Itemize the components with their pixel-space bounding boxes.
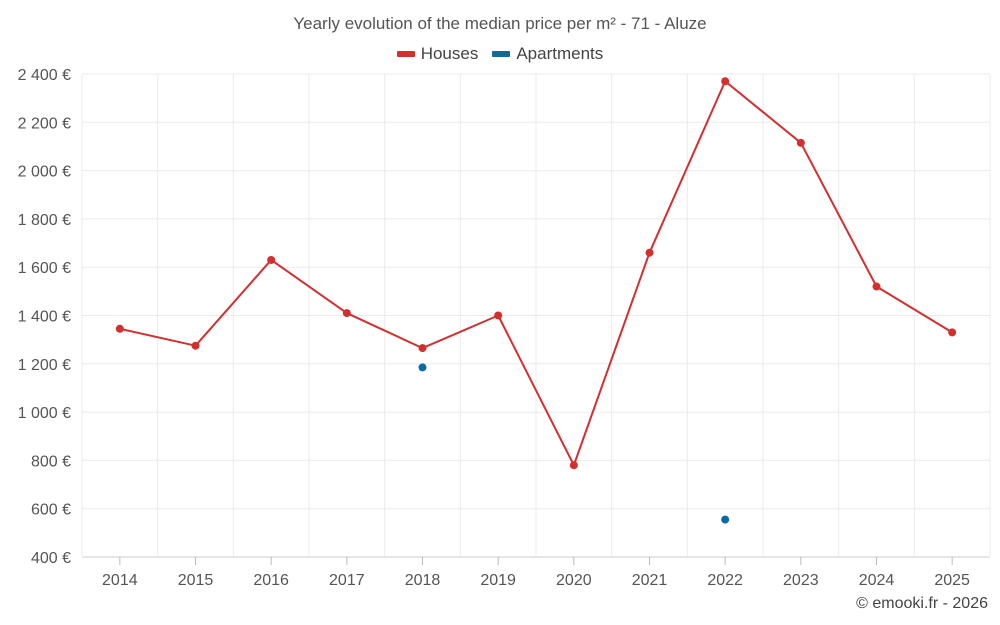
- x-tick-label: 2018: [405, 572, 441, 589]
- y-tick-label: 400 €: [31, 550, 71, 567]
- data-point-houses: [418, 344, 427, 353]
- legend-item-apartments[interactable]: Apartments: [492, 44, 603, 64]
- credit-text: © emooki.fr - 2026: [856, 595, 988, 612]
- y-tick-label: 800 €: [31, 453, 71, 470]
- y-tick-label: 1 400 €: [18, 309, 71, 326]
- y-tick-label: 2 000 €: [18, 164, 71, 181]
- data-point-houses: [569, 461, 578, 470]
- x-tick-label: 2015: [178, 572, 214, 589]
- x-tick-label: 2016: [253, 572, 289, 589]
- y-tick-label: 1 800 €: [18, 212, 71, 229]
- legend-label-houses: Houses: [420, 44, 479, 63]
- x-tick-label: 2014: [102, 572, 138, 589]
- y-tick-label: 600 €: [31, 502, 71, 519]
- series-line-houses: [119, 80, 953, 467]
- data-point-houses: [494, 311, 503, 320]
- y-tick-label: 1 000 €: [18, 405, 71, 422]
- x-tick-label: 2021: [632, 572, 668, 589]
- legend-item-houses[interactable]: Houses: [396, 44, 479, 64]
- y-tick-label: 2 400 €: [18, 67, 71, 84]
- data-point-apartments: [418, 363, 427, 372]
- x-tick-label: 2023: [783, 572, 819, 589]
- x-tick-label: 2025: [934, 572, 970, 589]
- chart-title: Yearly evolution of the median price per…: [293, 14, 707, 33]
- legend-swatch-houses: [396, 51, 415, 57]
- data-point-houses: [796, 138, 805, 147]
- x-tick-label: 2022: [707, 572, 743, 589]
- x-tick-label: 2017: [329, 572, 365, 589]
- data-point-houses: [948, 328, 957, 337]
- y-tick-label: 1 600 €: [18, 260, 71, 277]
- data-point-houses: [267, 255, 276, 264]
- x-tick-label: 2019: [480, 572, 516, 589]
- legend-label-apartments: Apartments: [516, 44, 604, 63]
- data-point-houses: [721, 77, 730, 86]
- data-point-houses: [115, 324, 124, 333]
- x-tick-label: 2020: [556, 572, 592, 589]
- legend-swatch-apartments: [492, 51, 511, 57]
- data-point-apartments: [721, 515, 730, 524]
- data-point-houses: [191, 341, 200, 350]
- y-tick-label: 2 200 €: [18, 115, 71, 132]
- x-tick-label: 2024: [859, 572, 895, 589]
- chart-legend: Houses Apartments: [0, 44, 1000, 64]
- data-point-houses: [872, 282, 881, 291]
- data-point-houses: [342, 309, 351, 318]
- y-tick-label: 1 200 €: [18, 357, 71, 374]
- data-point-houses: [645, 248, 654, 257]
